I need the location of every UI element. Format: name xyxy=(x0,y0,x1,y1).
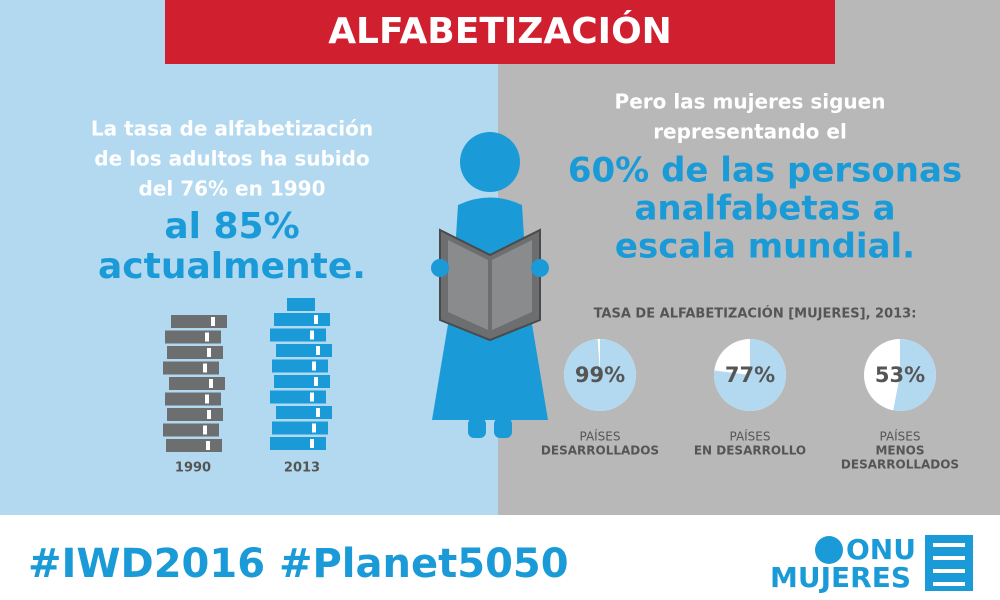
right-highlight: 60% de las personas xyxy=(568,151,962,191)
book xyxy=(165,392,221,406)
book xyxy=(270,390,326,404)
book-spine xyxy=(316,408,320,417)
stack-label: 2013 xyxy=(284,461,320,476)
book-spine xyxy=(211,317,215,326)
left-highlight: actualmente. xyxy=(98,246,366,287)
book xyxy=(276,406,332,419)
right-panel xyxy=(498,0,1000,515)
book-spine xyxy=(314,377,318,386)
book xyxy=(163,361,219,375)
book-spine xyxy=(316,346,320,355)
pie-caption: DESARROLLADOS xyxy=(841,458,959,472)
pie-caption: PAÍSES xyxy=(579,429,620,444)
book xyxy=(274,313,330,326)
pie-slice xyxy=(563,339,636,412)
book xyxy=(167,408,223,421)
book-spine xyxy=(310,330,314,340)
chart-title: TASA DE ALFABETIZACIÓN [MUJERES], 2013: xyxy=(594,306,917,322)
book xyxy=(272,359,328,373)
pie-slice xyxy=(713,339,786,412)
right-highlight: escala mundial. xyxy=(615,227,915,267)
pie-caption: MENOS xyxy=(875,444,924,458)
pie-caption: EN DESARROLLO xyxy=(694,444,806,458)
book xyxy=(276,344,332,357)
pie-label: 77% xyxy=(725,363,775,387)
right-highlight: analfabetas a xyxy=(634,189,895,229)
book-stacks xyxy=(163,298,332,452)
pie-slice xyxy=(893,339,937,412)
title: ALFABETIZACIÓN xyxy=(328,10,672,52)
book xyxy=(287,298,315,311)
book xyxy=(166,439,222,452)
book xyxy=(272,421,328,435)
book xyxy=(270,437,326,450)
book-spine xyxy=(203,363,207,373)
left-text: de los adultos ha subido xyxy=(94,147,369,171)
book-spine xyxy=(207,348,211,357)
right-text: Pero las mujeres siguen xyxy=(615,90,886,114)
book xyxy=(165,330,221,344)
left-text: del 76% en 1990 xyxy=(139,177,326,201)
logo: ONU MUJERES xyxy=(770,533,973,594)
title-bar xyxy=(165,0,835,64)
book-spine xyxy=(310,392,314,402)
pie-caption: PAÍSES xyxy=(879,429,920,444)
right-text: representando el xyxy=(653,120,847,144)
pie-label: 53% xyxy=(875,363,925,387)
book-spine xyxy=(207,410,211,419)
book-spine xyxy=(203,425,207,435)
book xyxy=(169,377,225,390)
book-spine xyxy=(205,394,209,404)
left-highlight: al 85% xyxy=(164,206,299,247)
book-spine xyxy=(312,423,316,433)
woman-figure xyxy=(431,132,549,438)
book-spine xyxy=(205,332,209,342)
book-spine xyxy=(209,379,213,388)
logo-text: ONU xyxy=(846,533,916,566)
left-panel xyxy=(0,0,498,515)
book-spine xyxy=(312,361,316,371)
stack-label: 1990 xyxy=(175,461,211,476)
book xyxy=(163,423,219,437)
pie-caption: PAÍSES xyxy=(729,429,770,444)
pie-caption: DESARROLLADOS xyxy=(541,444,659,458)
book-spine xyxy=(310,439,314,448)
book-spine xyxy=(206,441,210,450)
book xyxy=(274,375,330,388)
book xyxy=(270,328,326,342)
book xyxy=(171,315,227,328)
left-text: La tasa de alfabetización xyxy=(91,117,373,141)
book-spine xyxy=(314,315,318,324)
pie-label: 99% xyxy=(575,363,625,387)
logo-text: MUJERES xyxy=(770,561,911,594)
hashtags: #IWD2016 #Planet5050 xyxy=(28,541,569,587)
book xyxy=(167,346,223,359)
